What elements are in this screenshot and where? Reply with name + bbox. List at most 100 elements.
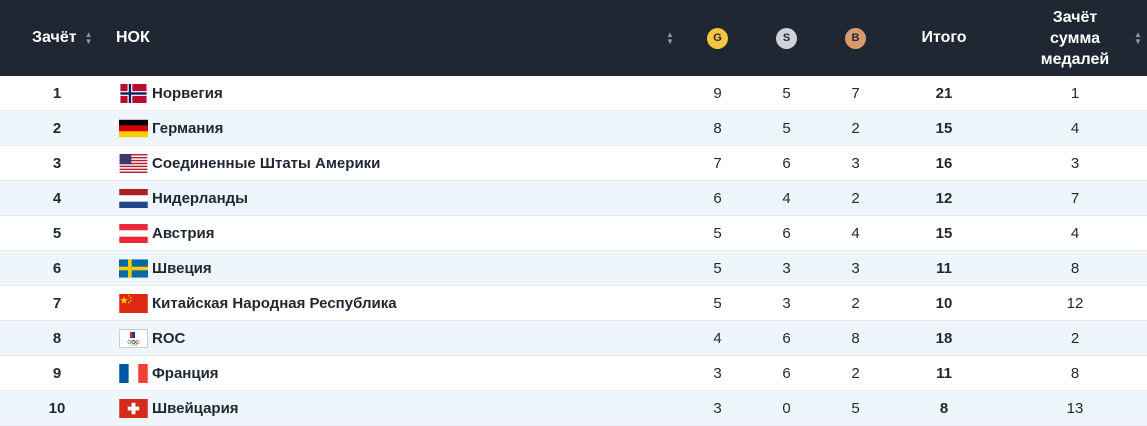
usa-flag-icon bbox=[119, 153, 152, 173]
norway-flag-icon bbox=[119, 83, 152, 103]
rank-cell: 2 bbox=[52, 119, 62, 137]
bronze-count: 3 bbox=[851, 154, 860, 172]
noc-name[interactable]: Австрия bbox=[152, 224, 215, 242]
silver-count: 3 bbox=[782, 294, 791, 312]
noc-name[interactable]: Франция bbox=[152, 364, 219, 382]
noc-name[interactable]: Нидерланды bbox=[152, 189, 248, 207]
noc-name[interactable]: Швейцария bbox=[152, 399, 239, 417]
total-count: 15 bbox=[935, 224, 953, 242]
table-row: 8 ROC 4 6 8 18 2 bbox=[0, 321, 1147, 356]
gold-count: 7 bbox=[713, 154, 722, 172]
noc-sort[interactable]: ▲ ▼ bbox=[658, 0, 674, 76]
bronze-header[interactable]: B bbox=[845, 0, 866, 76]
medal-rank-cell: 2 bbox=[1070, 329, 1080, 347]
sort-icon[interactable]: ▲ ▼ bbox=[666, 30, 674, 46]
medal-rank-header[interactable]: Зачёт сумма медалей bbox=[1020, 0, 1130, 76]
total-count: 21 bbox=[935, 84, 953, 102]
roc-flag-icon bbox=[119, 328, 152, 348]
gold-count: 3 bbox=[713, 364, 722, 382]
noc-cell[interactable]: Швеция bbox=[119, 251, 639, 285]
medal-rank-cell: 12 bbox=[1066, 294, 1084, 312]
medal-rank-header-line3: медалей bbox=[1040, 50, 1110, 68]
gold-count: 6 bbox=[713, 189, 722, 207]
switzerland-flag-icon bbox=[119, 398, 152, 418]
rank-cell: 4 bbox=[52, 189, 62, 207]
noc-name[interactable]: Соединенные Штаты Америки bbox=[152, 154, 381, 172]
silver-header[interactable]: S bbox=[776, 0, 797, 76]
medal-rank-header-line2: сумма bbox=[1050, 29, 1100, 47]
table-row: 9 Франция 3 6 2 11 8 bbox=[0, 356, 1147, 391]
noc-header[interactable]: НОК bbox=[116, 0, 150, 76]
sort-icon[interactable]: ▲ ▼ bbox=[84, 30, 93, 46]
netherlands-flag-icon bbox=[119, 188, 152, 208]
table-row: 2 Германия 8 5 2 15 4 bbox=[0, 111, 1147, 146]
noc-name[interactable]: Швеция bbox=[152, 259, 212, 277]
table-row: 3 Соединенные Штаты Америки 7 6 3 16 3 bbox=[0, 146, 1147, 181]
sweden-flag-icon bbox=[119, 258, 152, 278]
total-count: 15 bbox=[935, 119, 953, 137]
bronze-count: 5 bbox=[851, 399, 860, 417]
noc-name[interactable]: ROC bbox=[152, 329, 186, 347]
silver-count: 5 bbox=[782, 84, 791, 102]
silver-count: 5 bbox=[782, 119, 791, 137]
gold-count: 5 bbox=[713, 294, 722, 312]
noc-cell[interactable]: Норвегия bbox=[119, 76, 639, 110]
total-header-label: Итого bbox=[921, 29, 967, 46]
noc-cell[interactable]: Соединенные Штаты Америки bbox=[119, 146, 639, 180]
gold-header[interactable]: G bbox=[707, 0, 728, 76]
medal-rank-cell: 13 bbox=[1066, 399, 1084, 417]
medal-rank-cell: 7 bbox=[1070, 189, 1080, 207]
bronze-count: 2 bbox=[851, 364, 860, 382]
total-count: 16 bbox=[935, 154, 953, 172]
medal-rank-cell: 4 bbox=[1070, 224, 1080, 242]
austria-flag-icon bbox=[119, 223, 152, 243]
noc-cell[interactable]: Франция bbox=[119, 356, 639, 390]
silver-count: 3 bbox=[782, 259, 791, 277]
bronze-count: 4 bbox=[851, 224, 860, 242]
silver-count: 6 bbox=[782, 364, 791, 382]
silver-count: 0 bbox=[782, 399, 791, 417]
noc-cell[interactable]: Германия bbox=[119, 111, 639, 145]
table-row: 7 Китайская Народная Республика 5 3 2 10 12 bbox=[0, 286, 1147, 321]
noc-cell[interactable]: Швейцария bbox=[119, 391, 639, 425]
table-row: 4 Нидерланды 6 4 2 12 7 bbox=[0, 181, 1147, 216]
gold-count: 3 bbox=[713, 399, 722, 417]
noc-name[interactable]: Германия bbox=[152, 119, 224, 137]
table-row: 1 Норвегия 9 5 7 21 1 bbox=[0, 76, 1147, 111]
noc-cell[interactable]: Австрия bbox=[119, 216, 639, 250]
medal-rank-header-line1: Зачёт bbox=[1052, 8, 1098, 26]
bronze-count: 3 bbox=[851, 259, 860, 277]
rank-cell: 6 bbox=[52, 259, 62, 277]
rank-cell: 1 bbox=[52, 84, 62, 102]
bronze-count: 7 bbox=[851, 84, 860, 102]
noc-cell[interactable]: ROC bbox=[119, 321, 639, 355]
medal-rank-cell: 4 bbox=[1070, 119, 1080, 137]
total-count: 10 bbox=[935, 294, 953, 312]
medal-rank-cell: 8 bbox=[1070, 259, 1080, 277]
noc-name[interactable]: Норвегия bbox=[152, 84, 223, 102]
table-row: 10 Швейцария 3 0 5 8 13 bbox=[0, 391, 1147, 426]
gold-count: 9 bbox=[713, 84, 722, 102]
france-flag-icon bbox=[119, 363, 152, 383]
total-count: 11 bbox=[936, 259, 952, 277]
rank-cell: 10 bbox=[48, 399, 66, 417]
gold-count: 4 bbox=[713, 329, 722, 347]
rank-cell: 5 bbox=[52, 224, 62, 242]
rank-cell: 8 bbox=[52, 329, 62, 347]
medal-rank-sort[interactable]: ▲ ▼ bbox=[1134, 0, 1142, 76]
table-row: 5 Австрия 5 6 4 15 4 bbox=[0, 216, 1147, 251]
sort-icon[interactable]: ▲ ▼ bbox=[1134, 30, 1142, 46]
total-header[interactable]: Итого bbox=[904, 0, 984, 76]
noc-name[interactable]: Китайская Народная Республика bbox=[152, 294, 397, 312]
noc-cell[interactable]: Китайская Народная Республика bbox=[119, 286, 639, 320]
china-flag-icon bbox=[119, 293, 152, 313]
silver-count: 6 bbox=[782, 224, 791, 242]
bronze-medal-icon: B bbox=[845, 27, 866, 49]
silver-count: 6 bbox=[782, 154, 791, 172]
total-count: 11 bbox=[936, 364, 952, 382]
noc-header-label: НОК bbox=[116, 29, 150, 46]
noc-cell[interactable]: Нидерланды bbox=[119, 181, 639, 215]
rank-header[interactable]: Зачёт ▲ ▼ bbox=[32, 0, 93, 76]
medal-rank-cell: 1 bbox=[1070, 84, 1080, 102]
